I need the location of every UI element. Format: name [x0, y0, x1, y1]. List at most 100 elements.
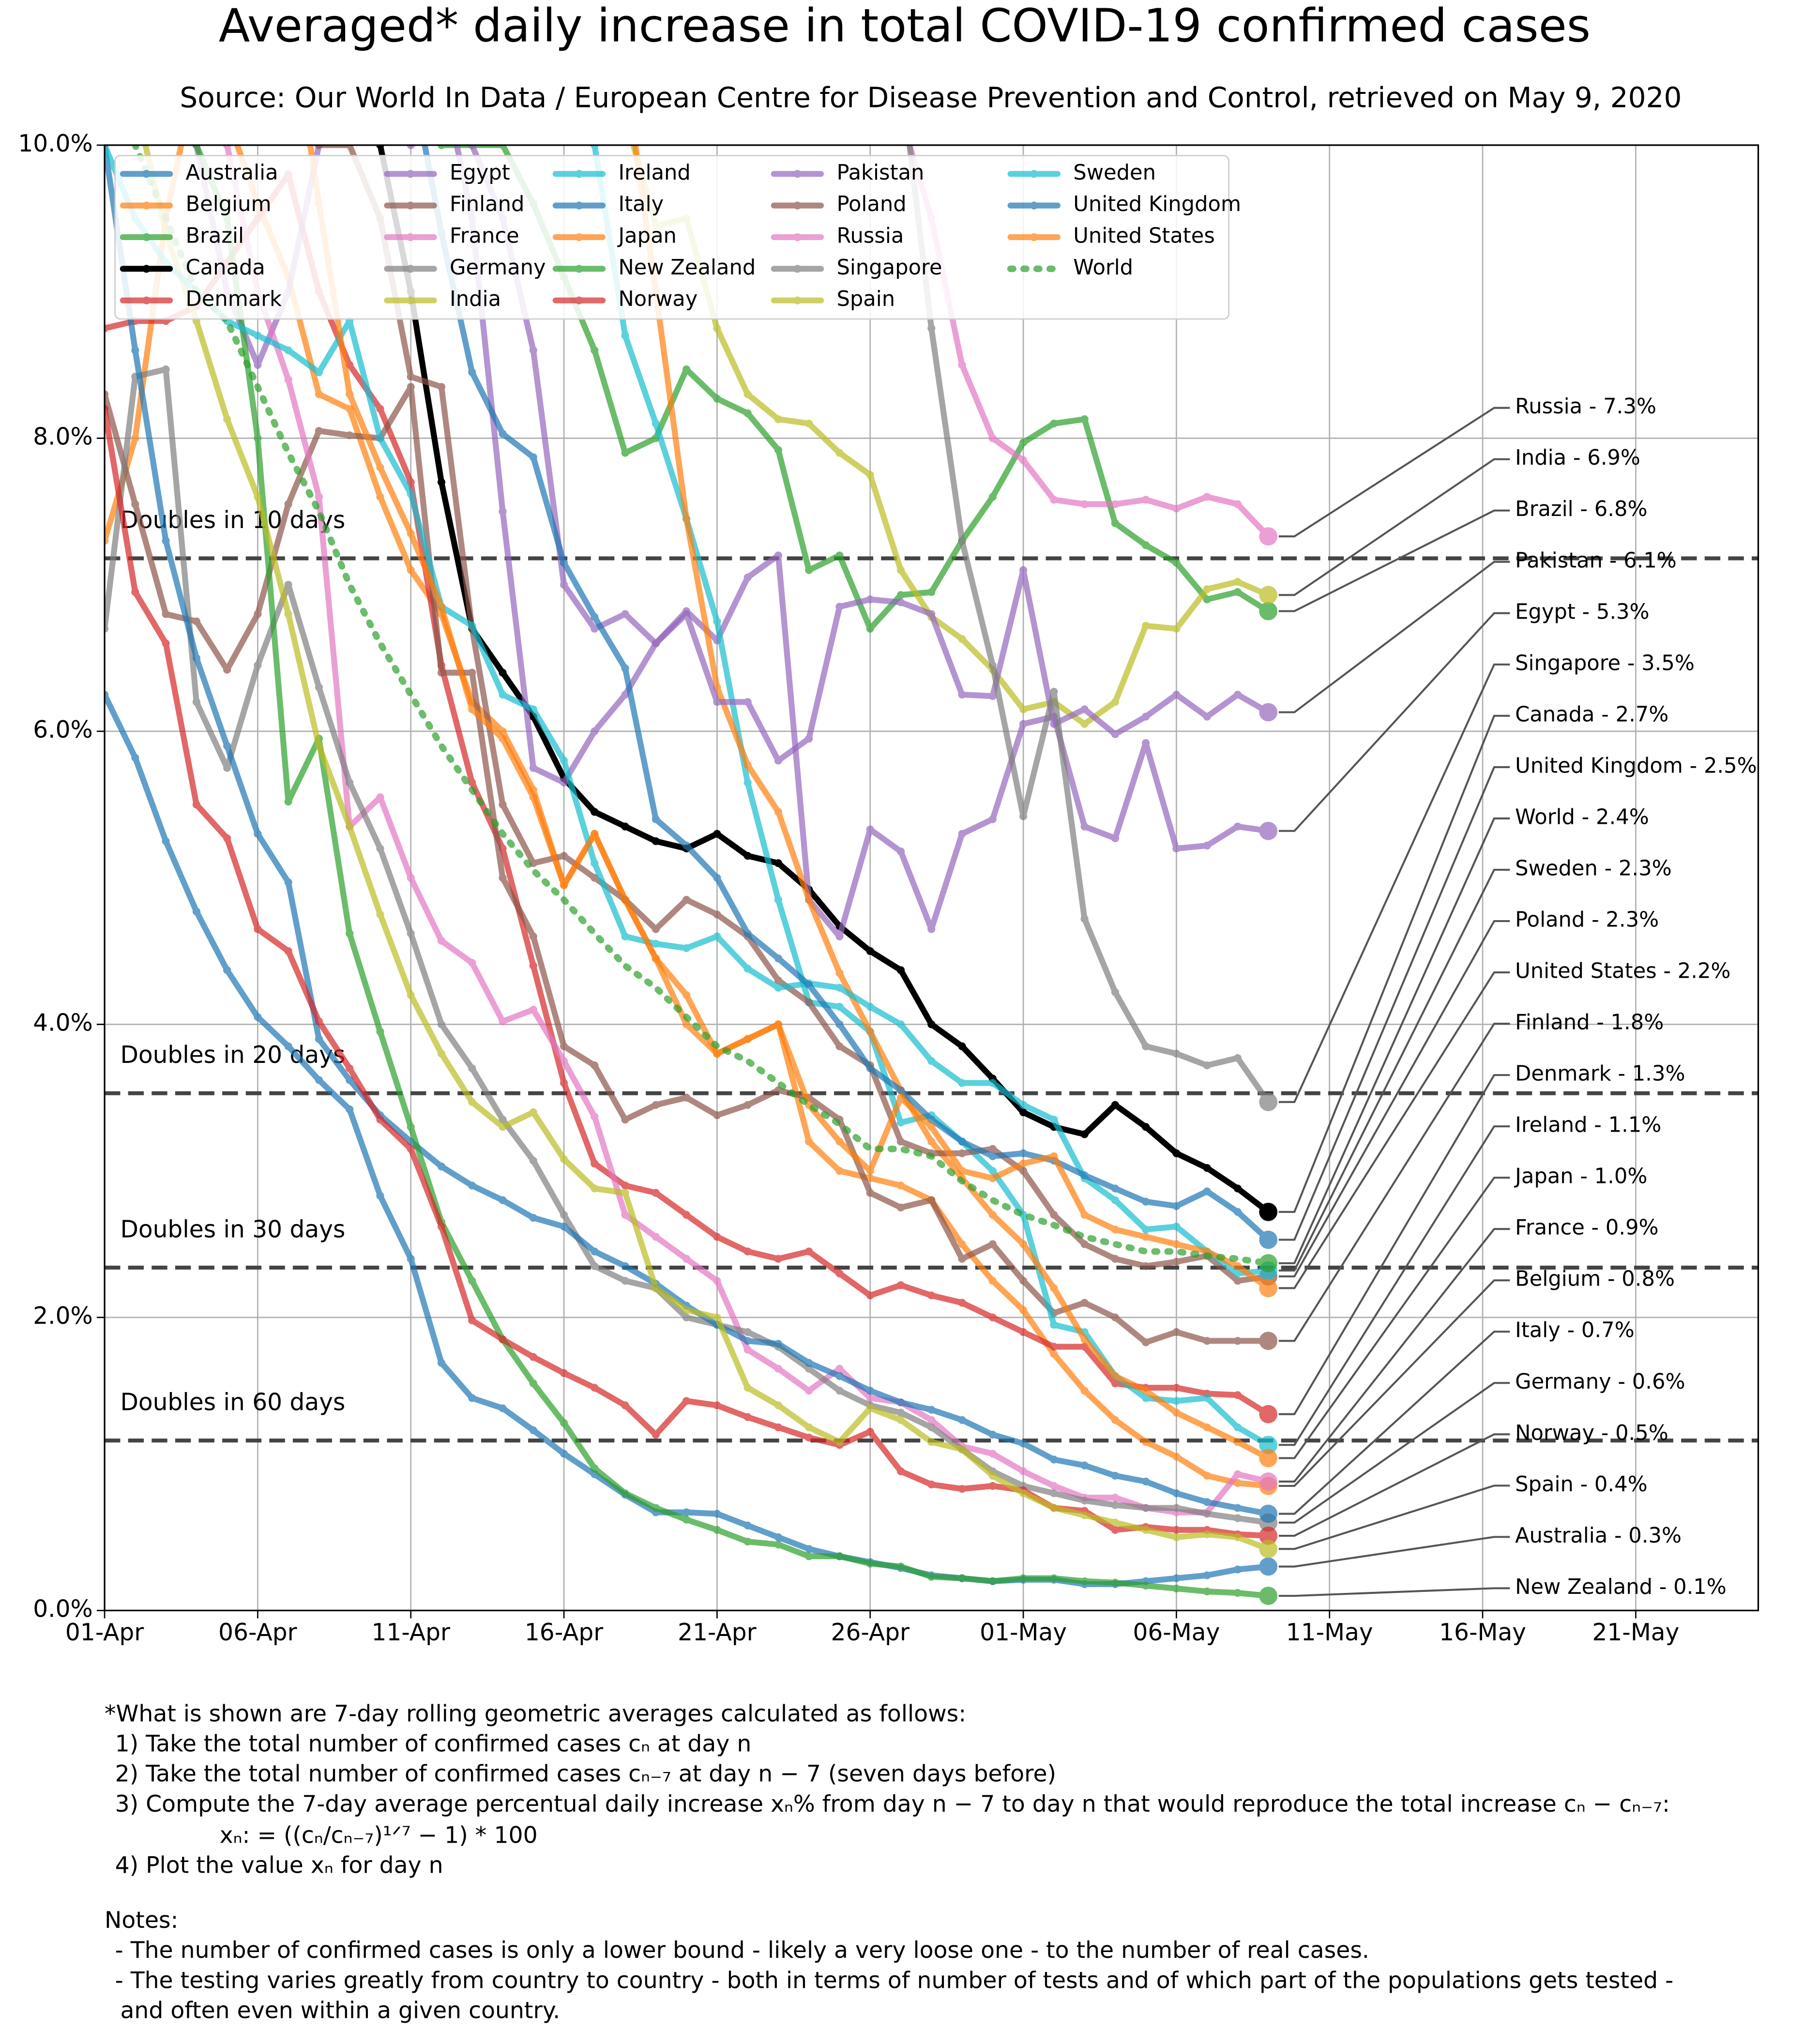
legend-marker: [793, 265, 802, 273]
data-point: [560, 68, 568, 76]
data-point: [743, 1521, 752, 1529]
data-point: [988, 661, 997, 669]
legend-entry: [384, 265, 437, 273]
data-point: [743, 778, 752, 787]
data-point: [743, 573, 752, 582]
footnote-line: xₙ: = ((cₙ/cₙ₋₇)¹ᐟ⁷ − 1) * 100: [220, 1822, 538, 1849]
data-point: [162, 68, 169, 76]
data-point: [560, 1057, 568, 1065]
data-point: [315, 427, 323, 435]
data-point: [927, 1123, 936, 1131]
x-tick-label: 16-Apr: [525, 1619, 603, 1646]
data-point: [1050, 1504, 1058, 1512]
data-point: [437, 1359, 446, 1367]
series: [105, 383, 1278, 1350]
data-point: [958, 1240, 966, 1248]
data-point: [131, 500, 139, 508]
end-marker: [1259, 821, 1278, 840]
data-point: [866, 1028, 874, 1036]
data-point: [958, 1445, 966, 1454]
data-point: [105, 691, 109, 699]
data-point: [560, 1079, 568, 1087]
data-point: [1080, 1211, 1089, 1219]
data-point: [774, 551, 783, 560]
legend-entry: [120, 201, 173, 210]
data-point: [1233, 1533, 1242, 1542]
data-point: [1203, 585, 1211, 593]
data-point: [499, 1404, 507, 1412]
legend-entry: [771, 296, 824, 304]
legend-entry: [552, 233, 606, 242]
data-point: [1111, 1255, 1119, 1263]
data-point: [407, 991, 415, 999]
data-point: [896, 1562, 905, 1571]
legend-marker: [1030, 201, 1038, 210]
data-point: [958, 537, 966, 545]
data-point: [1233, 1565, 1242, 1574]
data-point: [1203, 1394, 1211, 1402]
data-point: [682, 1255, 691, 1263]
data-point: [131, 0, 139, 2]
data-point: [193, 68, 200, 76]
data-point: [621, 1262, 629, 1271]
data-point: [376, 493, 384, 501]
data-point: [652, 1504, 660, 1512]
data-point: [254, 361, 262, 369]
connector: [1278, 971, 1510, 1289]
legend-marker: [575, 233, 583, 242]
data-point: [1172, 1584, 1181, 1593]
end-label: Brazil - 6.8%: [1515, 497, 1647, 521]
data-point: [713, 1313, 721, 1321]
data-point: [866, 624, 874, 633]
data-point: [1080, 1335, 1089, 1344]
connector: [1278, 1228, 1510, 1483]
data-point: [896, 1408, 905, 1417]
data-point: [682, 1313, 691, 1321]
data-point: [376, 68, 384, 76]
data-point: [468, 959, 476, 967]
legend-entry: [1007, 201, 1061, 210]
data-point: [743, 1384, 752, 1392]
data-point: [1142, 1338, 1150, 1347]
data-point: [1203, 1571, 1211, 1579]
data-point: [713, 1111, 721, 1120]
data-point: [896, 966, 905, 974]
y-tick-label: 2.0%: [33, 1302, 93, 1330]
data-point: [1019, 1467, 1028, 1475]
data-point: [896, 1467, 905, 1475]
data-point: [315, 1035, 323, 1043]
end-marker: [1259, 1504, 1278, 1523]
data-point: [468, 368, 476, 377]
x-tick-label: 16-May: [1439, 1619, 1526, 1646]
x-tick-label: 06-Apr: [218, 1619, 297, 1646]
data-point: [1233, 1438, 1242, 1446]
legend-label: New Zealand: [618, 256, 756, 280]
data-point: [1019, 1101, 1028, 1109]
data-point: [1172, 1397, 1181, 1405]
data-point: [499, 734, 507, 743]
data-point: [682, 1508, 691, 1516]
data-point: [1080, 915, 1089, 923]
data-point: [652, 815, 660, 823]
data-point: [591, 830, 599, 838]
data-point: [835, 1042, 844, 1050]
data-point: [1142, 712, 1150, 721]
data-point: [105, 405, 109, 413]
data-point: [529, 1156, 537, 1165]
end-label: Norway - 0.5%: [1515, 1421, 1668, 1445]
data-point: [866, 1427, 874, 1436]
data-point: [376, 1192, 384, 1200]
data-point: [591, 1262, 599, 1271]
data-point: [1172, 1408, 1181, 1417]
data-point: [254, 332, 262, 340]
data-point: [407, 1255, 415, 1263]
data-point: [437, 383, 446, 391]
data-point: [223, 145, 231, 149]
legend-entry: [771, 170, 824, 178]
footnote-line: and often even within a given country.: [120, 1997, 560, 2024]
data-point: [958, 1167, 966, 1175]
data-point: [105, 537, 109, 545]
end-marker: [1259, 1279, 1278, 1298]
data-point: [1050, 496, 1058, 504]
